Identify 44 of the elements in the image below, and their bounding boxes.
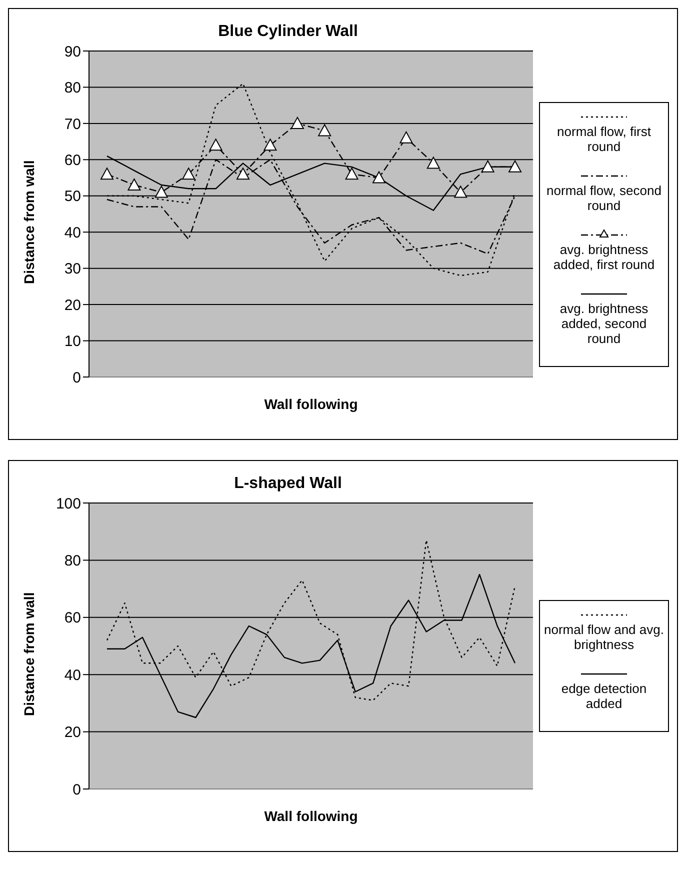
point (318, 124, 332, 136)
y-tick-label: 80 (64, 552, 81, 570)
point (508, 160, 522, 172)
legend-label: avg. brightness added, first round (552, 242, 656, 272)
point (264, 138, 277, 151)
point (182, 168, 196, 180)
point (345, 168, 358, 180)
y-tick-label: 60 (64, 152, 81, 169)
legend-label: normal flow, first round (556, 124, 652, 154)
point (154, 186, 168, 198)
y-axis-title: Distance from wall (20, 160, 37, 284)
legend-label: avg. brightness added, second round (558, 300, 650, 346)
point (372, 171, 386, 184)
y-tick-label: 0 (72, 369, 81, 386)
point (236, 168, 250, 180)
chart-title: L-shaped Wall (233, 474, 343, 493)
y-tick-label: 80 (64, 80, 81, 97)
x-axis-title: Wall following (264, 808, 358, 824)
y-tick-label: 40 (64, 666, 81, 684)
point (209, 138, 222, 151)
legend-label: normal flow, second round (546, 182, 662, 212)
point (400, 131, 413, 144)
y-tick-label: 50 (64, 188, 81, 206)
y-tick-label: 0 (72, 781, 81, 798)
x-axis-title: Wall following (264, 396, 358, 412)
y-tick-label: 70 (64, 116, 81, 133)
point (426, 156, 440, 169)
y-tick-label: 40 (64, 224, 81, 242)
point (100, 168, 114, 180)
y-tick-label: 30 (64, 260, 81, 278)
y-tick-label: 100 (56, 495, 81, 512)
chart-title: Blue Cylinder Wall (217, 22, 359, 41)
point (481, 160, 494, 172)
y-tick-label: 20 (64, 724, 81, 742)
point (128, 178, 141, 191)
y-tick-label: 20 (64, 296, 81, 314)
point (290, 116, 304, 129)
point (454, 186, 468, 198)
y-tick-label: 10 (64, 333, 81, 350)
legend-label: edge detection added (560, 681, 648, 711)
y-tick-label: 60 (64, 610, 81, 627)
legend-label: normal flow and avg. brightness (544, 622, 664, 652)
y-axis-title: Distance from wall (20, 592, 37, 716)
y-tick-label: 90 (64, 43, 81, 60)
